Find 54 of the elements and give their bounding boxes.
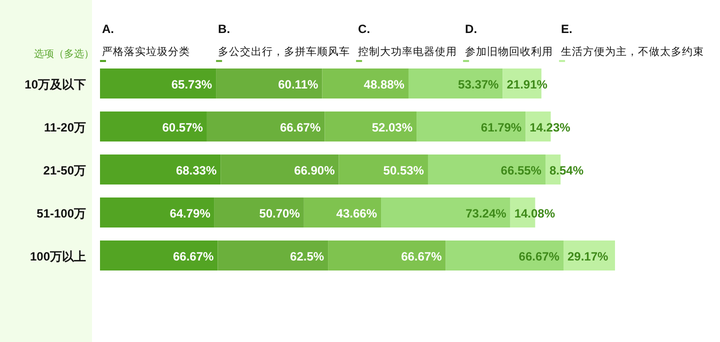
bar — [446, 240, 564, 270]
bar — [100, 68, 216, 98]
bar — [408, 68, 503, 98]
data-label: 8.54% — [549, 164, 584, 178]
y-tick-label: 100万以上 — [30, 250, 86, 264]
data-label: 73.24% — [466, 206, 507, 220]
bar — [216, 68, 322, 98]
series-label: A. 严格落实垃圾分类 — [102, 22, 190, 58]
data-label: 66.67% — [280, 120, 321, 134]
data-label: 65.73% — [171, 78, 212, 92]
data-label: 48.88% — [364, 78, 405, 92]
bar — [381, 198, 510, 228]
bar — [428, 154, 546, 184]
legend-title: 选项（多选） — [34, 48, 94, 60]
data-label: 50.53% — [383, 164, 424, 178]
bar — [324, 112, 417, 142]
series-label: C. 控制大功率电器使用 — [358, 22, 458, 58]
data-label: 14.08% — [514, 206, 556, 220]
bar — [100, 198, 214, 228]
y-tick-label: 11-20万 — [44, 120, 86, 134]
bar — [100, 112, 207, 142]
data-label: 66.67% — [518, 250, 560, 264]
bar — [322, 68, 408, 98]
data-label: 66.90% — [294, 164, 336, 178]
bar — [206, 112, 325, 142]
series-label: E. 生活方便为主，不做太多约束 — [561, 22, 704, 58]
data-label: 68.33% — [176, 164, 217, 178]
bar — [220, 154, 339, 184]
bar — [338, 154, 428, 184]
data-label: 64.79% — [170, 206, 211, 220]
data-label: 61.79% — [480, 120, 522, 134]
bar — [328, 240, 446, 270]
bar — [304, 198, 381, 228]
series-label: B. 多公交出行，多拼车顺风车 — [218, 22, 350, 58]
data-label: 29.17% — [567, 250, 609, 264]
data-label: 53.37% — [458, 78, 500, 92]
data-label: 43.66% — [336, 206, 378, 220]
data-label: 52.03% — [372, 120, 413, 134]
data-label: 66.67% — [401, 250, 442, 264]
data-label: 60.57% — [162, 120, 204, 134]
data-label: 66.67% — [173, 250, 214, 264]
y-tick-label: 10万及以下 — [24, 78, 86, 92]
y-tick-label: 51-100万 — [36, 206, 86, 220]
bar — [416, 112, 526, 142]
data-label: 62.5% — [290, 250, 324, 264]
bar — [100, 240, 218, 270]
bar — [218, 240, 328, 270]
bar — [214, 198, 304, 228]
data-label: 60.11% — [278, 78, 319, 92]
y-tick-label: 21-50万 — [43, 164, 86, 178]
data-label: 66.55% — [500, 164, 542, 178]
series-label: D. 参加旧物回收利用 — [465, 22, 554, 58]
bar — [100, 154, 221, 184]
data-label: 50.70% — [259, 206, 300, 220]
